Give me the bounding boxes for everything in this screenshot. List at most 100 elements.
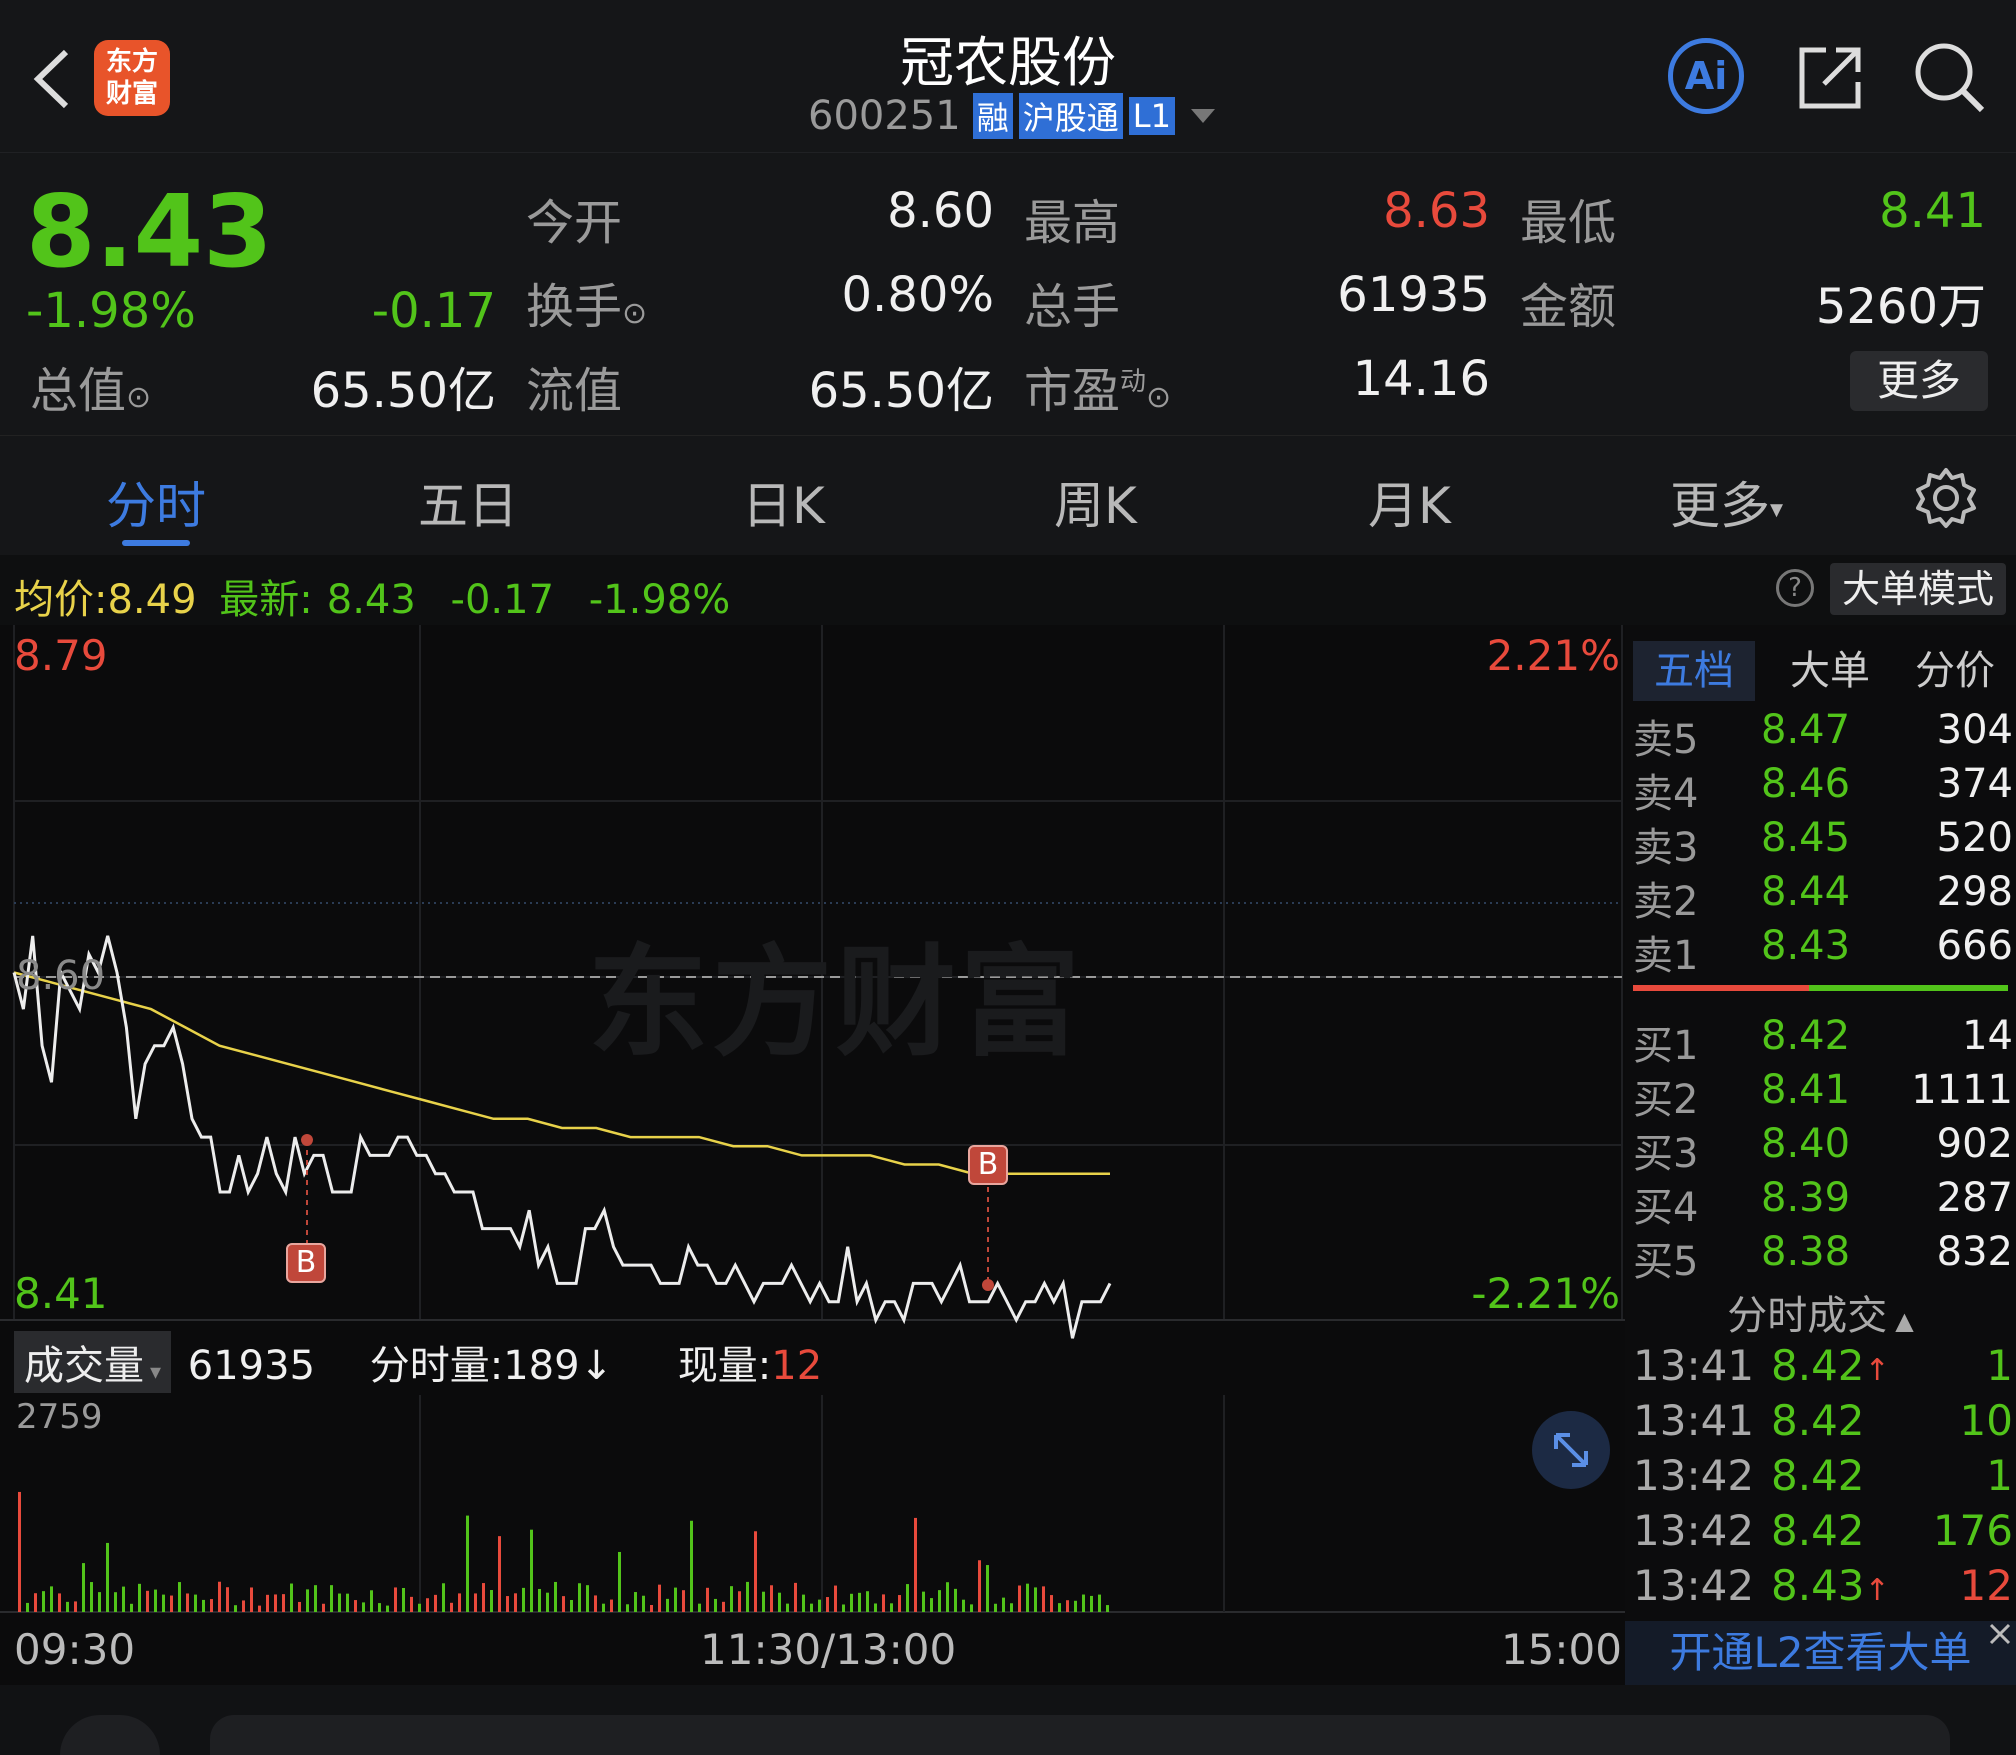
volume-bar <box>250 1587 253 1612</box>
tab-more[interactable]: 更多▾ <box>1670 477 1784 535</box>
more-button[interactable]: 更多 <box>1850 351 1988 411</box>
expand-icon[interactable] <box>1532 1411 1610 1489</box>
volume-bar <box>434 1594 437 1612</box>
volume-bar <box>514 1593 517 1612</box>
volume-bar <box>74 1601 77 1612</box>
volume-selector[interactable]: 成交量 ▾ <box>14 1331 172 1393</box>
volume-bar <box>898 1595 901 1612</box>
volume-bar <box>210 1599 213 1612</box>
level-volume: 902 <box>1936 1121 2013 1167</box>
average-price-line <box>13 971 1110 1175</box>
trade-volume: 10 <box>1959 1396 2013 1445</box>
share-icon[interactable] <box>1796 42 1866 112</box>
stock-code: 600251 <box>808 93 961 139</box>
high-value: 8.63 <box>1383 183 1490 239</box>
settings-gear-icon[interactable] <box>1914 466 1978 530</box>
tab-monthly-k[interactable]: 月K <box>1368 477 1451 535</box>
help-icon[interactable]: ? <box>1776 569 1814 607</box>
trade-volume: 1 <box>1986 1451 2013 1500</box>
turnover-label[interactable]: 换手⊙ <box>526 279 648 335</box>
pe-label[interactable]: 市盈动⊙ <box>1024 363 1172 419</box>
ai-icon[interactable]: Ai <box>1668 38 1744 114</box>
tab-intraday[interactable]: 分时 <box>106 477 206 535</box>
low-value: 8.41 <box>1879 183 1986 239</box>
latest-value: 8.43 <box>326 577 416 623</box>
search-icon[interactable] <box>1912 40 1986 114</box>
volume-bar <box>266 1594 269 1612</box>
pe-value: 14.16 <box>1352 351 1490 407</box>
tab-five-levels[interactable]: 五档 <box>1633 641 1755 701</box>
ask-ratio-fill <box>1633 985 1810 991</box>
trade-row: 13:42 8.43↑ 12 <box>1633 1561 2013 1616</box>
volume-bar <box>218 1581 221 1612</box>
close-icon[interactable] <box>1987 1621 2013 1647</box>
buy-marker[interactable]: B <box>286 1243 326 1283</box>
volume-bar <box>202 1599 205 1612</box>
volume-indicator-row: 成交量 ▾ 61935 分时量:189↓ 现量:12 <box>14 1331 822 1393</box>
volume-bar <box>322 1603 325 1612</box>
volume-bar <box>578 1583 581 1612</box>
volume-bar <box>554 1581 557 1612</box>
volume-bar <box>786 1603 789 1612</box>
level-label: 卖1 <box>1633 933 1699 979</box>
volume-bar <box>546 1592 549 1612</box>
level-volume: 1111 <box>1911 1067 2013 1113</box>
tab-price-dist[interactable]: 分价 <box>1915 648 1995 694</box>
level-label: 买5 <box>1633 1239 1699 1285</box>
tab-daily-k[interactable]: 日K <box>742 477 825 535</box>
trade-price: 8.42↑ <box>1771 1341 1890 1390</box>
level-volume: 374 <box>1936 761 2013 807</box>
trade-time: 13:42 <box>1633 1506 1755 1555</box>
volume-bar <box>986 1565 989 1612</box>
volume-bar <box>962 1599 965 1612</box>
volume-bar <box>1010 1603 1013 1612</box>
volume-bar <box>18 1491 21 1612</box>
volume-bar <box>618 1551 621 1612</box>
volume-bar <box>946 1582 949 1612</box>
mktcap-value: 65.50亿 <box>310 363 496 419</box>
buy-marker[interactable]: B <box>968 1145 1008 1185</box>
bottom-button-left[interactable] <box>60 1715 160 1755</box>
volume-bar <box>410 1596 413 1612</box>
latest-change-pct: -1.98% <box>588 577 731 623</box>
mktcap-label[interactable]: 总值⊙ <box>30 363 152 419</box>
volume-bar <box>370 1590 373 1612</box>
trade-volume: 176 <box>1932 1506 2013 1555</box>
level-label: 卖5 <box>1633 717 1699 763</box>
stock-code-row[interactable]: 600251 融 沪股通 L1 <box>808 92 1215 140</box>
volume-bar <box>386 1605 389 1612</box>
volume-bar <box>802 1594 805 1612</box>
volume-bar <box>666 1598 669 1612</box>
volume-bar <box>746 1581 749 1612</box>
float-value: 65.50亿 <box>808 363 994 419</box>
chevron-down-icon: ▾ <box>150 1360 162 1385</box>
level-label: 买4 <box>1633 1185 1699 1231</box>
trade-time: 13:41 <box>1633 1341 1755 1390</box>
volume-bar <box>738 1591 741 1612</box>
price-chart-svg <box>0 625 1625 1613</box>
trades-header[interactable]: 分时成交 ▲ <box>1727 1293 1914 1339</box>
info-icon: ⊙ <box>1146 380 1172 415</box>
volume-bar <box>466 1515 469 1612</box>
l2-upgrade-link[interactable]: 开通L2查看大单 <box>1625 1621 2016 1685</box>
tab-weekly-k[interactable]: 周K <box>1054 477 1137 535</box>
intraday-chart[interactable]: 东方财富 8.79 8.41 2.21% -2.21% 8.60 B B 成交量… <box>0 625 1625 1685</box>
x-mid-label: 11:30/13:00 <box>700 1625 957 1674</box>
x-end-label: 15:00 <box>1500 1625 1622 1674</box>
price-lines <box>12 935 1112 1339</box>
level-volume: 520 <box>1936 815 2013 861</box>
volume-bar <box>194 1594 197 1612</box>
bottom-input-bar[interactable] <box>210 1715 1950 1755</box>
volume-bar <box>826 1597 829 1612</box>
current-volume: 12 <box>771 1343 823 1389</box>
tab-five-day[interactable]: 五日 <box>418 477 518 535</box>
volume-bar <box>474 1593 477 1612</box>
big-order-mode-button[interactable]: 大单模式 <box>1830 563 2006 615</box>
tab-big-orders[interactable]: 大单 <box>1790 648 1870 694</box>
volume-bar <box>1002 1597 1005 1612</box>
volume-bar <box>530 1529 533 1612</box>
back-icon[interactable] <box>28 44 78 114</box>
volume-bar <box>290 1583 293 1612</box>
volume-bar <box>858 1592 861 1612</box>
volume-bar <box>178 1582 181 1612</box>
